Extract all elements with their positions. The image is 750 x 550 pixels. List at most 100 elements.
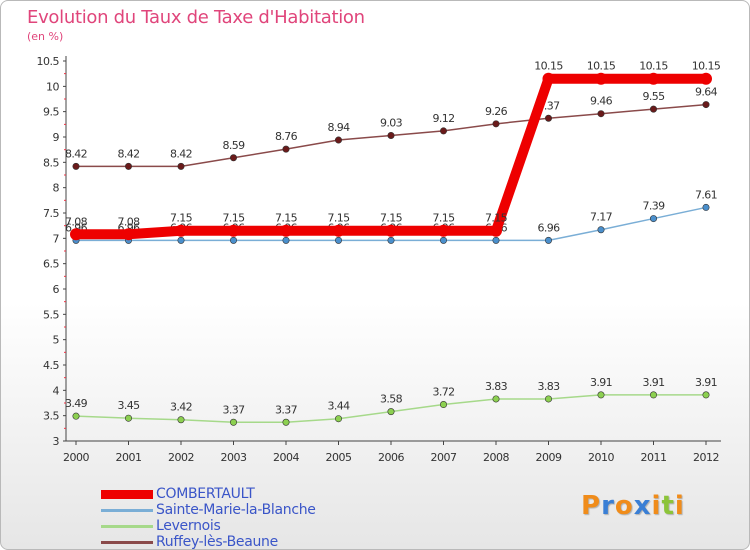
data-point [334, 136, 342, 144]
data-point [282, 236, 290, 244]
data-label: 7.15 [432, 212, 455, 225]
data-point [492, 120, 500, 128]
x-tick-label: 2012 [693, 451, 719, 464]
data-point [332, 224, 345, 237]
data-point [125, 162, 133, 170]
data-point [649, 105, 657, 113]
data-point [72, 412, 80, 420]
data-label: 8.42 [117, 147, 139, 160]
logo-letter: t [661, 491, 675, 521]
x-tick-label: 2005 [326, 451, 352, 464]
data-label: 9.55 [642, 90, 665, 103]
data-point [439, 401, 447, 409]
legend-label: COMBERTAULT [156, 486, 255, 502]
logo-letter: o [614, 491, 634, 521]
data-point [702, 203, 710, 211]
y-tick-label: 6.5 [43, 258, 59, 271]
data-point [282, 145, 290, 153]
x-tick-label: 2008 [483, 451, 509, 464]
data-label: 9.03 [380, 116, 403, 129]
x-tick-label: 2006 [378, 451, 404, 464]
data-point [177, 416, 185, 424]
x-tick-label: 2000 [63, 451, 89, 464]
data-label: 7.17 [590, 211, 613, 224]
y-tick-label: 4.5 [43, 359, 59, 372]
x-tick-label: 2004 [273, 451, 299, 464]
data-point [702, 101, 710, 109]
data-point [177, 236, 185, 244]
data-label: 7.15 [485, 212, 508, 225]
data-point [387, 236, 395, 244]
data-label: 7.15 [327, 212, 350, 225]
data-point [492, 236, 500, 244]
data-point [702, 391, 710, 399]
data-label: 3.45 [117, 399, 140, 412]
data-point [544, 114, 552, 122]
data-label: 3.42 [170, 401, 192, 414]
y-tick-label: 7 [53, 232, 60, 245]
legend-swatch [101, 490, 153, 499]
x-tick-label: 2001 [116, 451, 142, 464]
data-point [439, 236, 447, 244]
data-point [492, 395, 500, 403]
y-tick-label: 6 [53, 283, 60, 296]
data-label: 10.15 [587, 60, 616, 73]
x-tick-label: 2009 [536, 451, 562, 464]
data-label: 6.96 [537, 221, 560, 234]
data-label: 3.91 [642, 376, 664, 389]
data-label: 10.15 [692, 60, 721, 73]
data-label: 7.61 [695, 188, 717, 201]
data-label: 3.72 [432, 386, 454, 399]
legend-label: Ruffey-lès-Beaune [156, 534, 278, 550]
data-label: 9.64 [695, 86, 718, 99]
data-point [649, 215, 657, 223]
proxiti-logo: Proxiti [581, 491, 685, 521]
y-tick-label: 8.5 [43, 156, 59, 169]
data-label: 3.49 [65, 397, 88, 410]
data-label: 9.12 [432, 112, 454, 125]
logo-letter: r [601, 491, 615, 521]
data-label: 3.37 [275, 403, 298, 416]
data-point [282, 418, 290, 426]
data-label: 8.42 [65, 147, 87, 160]
y-tick-label: 3 [53, 435, 60, 448]
legend-label: Levernois [156, 518, 221, 534]
data-point [334, 236, 342, 244]
data-point [230, 154, 238, 162]
data-label: 7.15 [170, 212, 193, 225]
data-label: 7.15 [380, 212, 403, 225]
y-tick-label: 9 [53, 131, 60, 144]
y-tick-label: 5 [53, 334, 60, 347]
data-point [227, 224, 240, 237]
data-point [334, 415, 342, 423]
data-label: 8.59 [222, 139, 245, 152]
data-point [647, 72, 660, 85]
data-label: 3.91 [695, 376, 717, 389]
data-point [544, 236, 552, 244]
data-point [177, 162, 185, 170]
data-point [70, 228, 82, 241]
data-label: 9.46 [590, 95, 613, 108]
legend-swatch [101, 541, 153, 544]
logo-letter: P [581, 491, 602, 521]
y-tick-label: 7.5 [43, 207, 59, 220]
data-label: 3.58 [380, 393, 403, 406]
y-tick-label: 5.5 [43, 308, 59, 321]
data-point [387, 408, 395, 416]
data-point [175, 224, 187, 237]
y-tick-label: 3.5 [43, 410, 59, 423]
data-point [700, 72, 712, 85]
data-label: 8.94 [327, 121, 350, 134]
x-tick-label: 2011 [641, 451, 667, 464]
y-tick-label: 10.5 [37, 55, 60, 68]
logo-letter: i [651, 491, 662, 521]
data-point [72, 162, 80, 170]
logo-letter: x [633, 491, 652, 521]
data-point [597, 226, 605, 234]
data-point [125, 414, 133, 422]
data-point [597, 391, 605, 399]
data-point [439, 127, 447, 135]
data-label: 8.42 [170, 147, 192, 160]
